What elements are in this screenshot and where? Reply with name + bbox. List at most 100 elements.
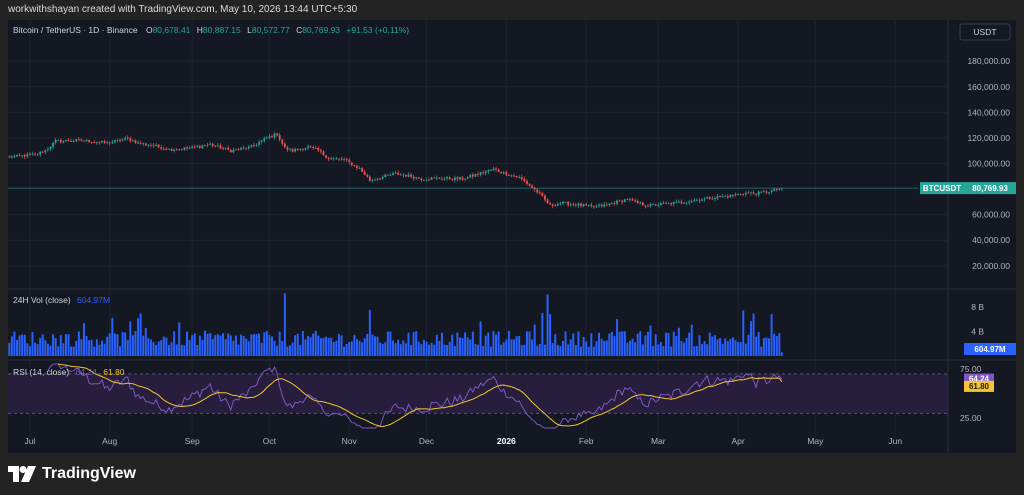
- candle-body: [95, 142, 98, 144]
- volume-bar: [695, 346, 698, 356]
- volume-bar: [95, 339, 98, 356]
- candle-body: [320, 150, 322, 152]
- volume-pane[interactable]: [8, 293, 783, 356]
- chart-panel[interactable]: Bitcoin / TetherUS · 1D · Binance O80,67…: [8, 20, 1016, 453]
- rsi-legend[interactable]: RSI (14, close) 64.24 61.80: [13, 367, 125, 377]
- chart-svg[interactable]: Bitcoin / TetherUS · 1D · Binance O80,67…: [8, 20, 1016, 453]
- candle-body: [335, 158, 338, 160]
- volume-bar: [93, 346, 96, 356]
- candle-body: [356, 165, 358, 169]
- candle-body: [441, 178, 443, 180]
- volume-bar: [577, 331, 580, 356]
- rsi-value-legend: 64.24: [76, 367, 98, 377]
- candle-body: [322, 151, 325, 156]
- candle-body: [23, 155, 26, 157]
- volume-bar: [520, 345, 523, 356]
- volume-bar: [515, 336, 518, 356]
- volume-axis[interactable]: 8 B 4 B: [971, 302, 984, 337]
- candle-body: [129, 138, 132, 141]
- last-price-label[interactable]: BTCUSDT 80,769.93: [920, 182, 1016, 195]
- volume-bar: [636, 333, 639, 356]
- volume-bar: [57, 346, 60, 356]
- candle-body: [471, 174, 474, 177]
- candle-body: [47, 149, 49, 151]
- candle-body: [670, 203, 673, 205]
- volume-bar: [546, 294, 549, 356]
- price-pane[interactable]: [8, 131, 783, 209]
- volume-bar: [90, 339, 93, 356]
- candle-body: [368, 176, 371, 181]
- volume-bar: [667, 333, 670, 356]
- volume-bar: [466, 337, 469, 356]
- volume-bar: [469, 339, 472, 356]
- price-tick-label: 140,000.00: [967, 107, 1010, 117]
- candle-body: [466, 176, 469, 179]
- volume-bar: [505, 339, 508, 356]
- candle-body: [289, 148, 291, 150]
- candle-body: [623, 199, 626, 203]
- candle-body: [191, 146, 194, 148]
- time-axis[interactable]: Jul Aug Sep Oct Nov Dec 2026 Feb Mar Apr May Jun: [24, 436, 902, 446]
- volume-bar: [350, 341, 353, 356]
- volume-bar: [422, 339, 425, 356]
- volume-legend[interactable]: 24H Vol (close) 604.97M: [13, 295, 110, 305]
- candle-body: [448, 177, 451, 180]
- volume-bar: [358, 340, 361, 356]
- price-axis[interactable]: 180,000.00 160,000.00 140,000.00 120,000.00…: [967, 56, 1010, 271]
- volume-bar: [196, 344, 199, 356]
- candle-body: [541, 192, 544, 196]
- volume-bar: [296, 333, 299, 356]
- candle-body: [57, 139, 60, 141]
- volume-bar: [757, 332, 760, 356]
- volume-bar: [489, 346, 492, 356]
- candle-body: [374, 179, 376, 181]
- candle-body: [265, 137, 268, 139]
- volume-bar: [567, 344, 570, 356]
- candle-body: [513, 175, 515, 177]
- volume-bar: [348, 342, 351, 356]
- candle-body: [75, 139, 78, 142]
- rsi-pane[interactable]: [47, 363, 783, 429]
- candle-body: [142, 143, 145, 145]
- candle-body: [446, 177, 448, 179]
- rsi-band: [8, 373, 948, 414]
- volume-bar: [670, 346, 673, 356]
- candle-body: [407, 174, 410, 177]
- volume-bar: [719, 337, 722, 356]
- candle-body: [600, 204, 603, 207]
- candle-body: [222, 148, 224, 149]
- candle-body: [59, 139, 62, 143]
- candle-body: [343, 159, 345, 160]
- volume-bar: [399, 344, 402, 356]
- rsi-last-labels[interactable]: 64.24 61.80: [964, 373, 994, 392]
- candle-body: [714, 198, 716, 200]
- rsi-axis[interactable]: 75.00 25.00: [960, 364, 982, 423]
- volume-bar: [165, 337, 168, 356]
- volume-bar: [276, 345, 279, 356]
- volume-bar: [88, 340, 91, 356]
- volume-bar: [129, 321, 132, 356]
- volume-bar: [319, 338, 322, 356]
- candle-body: [410, 174, 412, 177]
- volume-bar: [737, 342, 740, 356]
- volume-bar: [523, 344, 526, 356]
- candle-body: [327, 157, 330, 160]
- currency-box[interactable]: USDT: [959, 23, 1011, 41]
- volume-bar: [126, 339, 129, 356]
- candle-body: [757, 191, 760, 195]
- candle-body: [631, 199, 634, 201]
- volume-bar: [268, 334, 271, 356]
- volume-bar: [144, 328, 147, 356]
- volume-last-label[interactable]: 604.97M: [964, 343, 1016, 355]
- volume-bar: [734, 340, 737, 356]
- candle-body: [65, 140, 67, 142]
- tradingview-logo[interactable]: TradingView: [8, 462, 136, 486]
- candle-body: [283, 143, 286, 148]
- volume-bar: [332, 342, 335, 356]
- candle-body: [294, 149, 297, 152]
- candle-body: [644, 205, 647, 207]
- candle-body: [392, 173, 394, 176]
- volume-bar: [610, 331, 613, 356]
- candle-body: [276, 133, 279, 136]
- symbol-legend[interactable]: Bitcoin / TetherUS · 1D · Binance O80,67…: [13, 25, 409, 35]
